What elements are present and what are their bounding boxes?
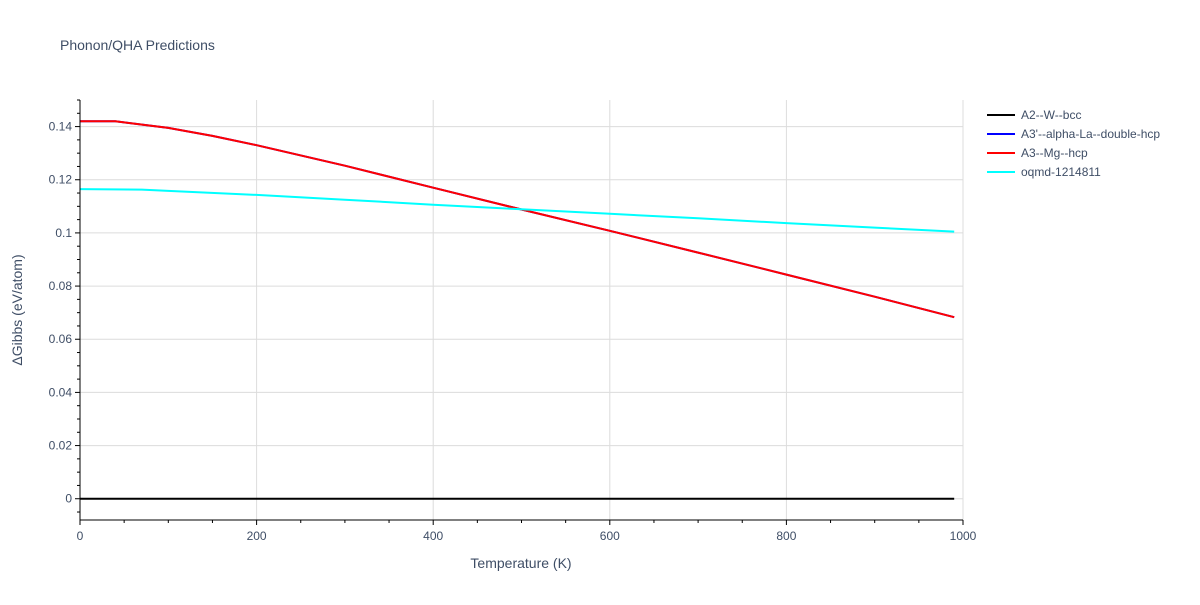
y-tick-label: 0.08 (49, 279, 73, 293)
x-tick-label: 800 (776, 529, 796, 543)
x-tick-label: 0 (77, 529, 84, 543)
y-tick-label: 0.02 (49, 439, 73, 453)
y-tick-label: 0.12 (49, 173, 73, 187)
y-tick-label: 0 (65, 492, 72, 506)
axes-layer: 0 200 400 600 800 1000 0 0.02 0.04 0.06 0.08 0.1 0.1… (49, 99, 977, 543)
legend-label: A3'--alpha-La--double-hcp (1021, 127, 1160, 141)
y-tick-label: 0.06 (49, 332, 73, 346)
y-tick-label: 0.1 (55, 226, 72, 240)
y-tick-label: 0.04 (49, 385, 73, 399)
legend-item[interactable]: oqmd-1214811 (987, 165, 1101, 179)
x-tick-label: 400 (423, 529, 443, 543)
legend-item[interactable]: A2--W--bcc (987, 108, 1081, 122)
chart-title: Phonon/QHA Predictions (60, 37, 215, 53)
legend-label: A3--Mg--hcp (1021, 146, 1088, 160)
series-line-4[interactable] (79, 188, 955, 233)
x-tick-label: 200 (247, 529, 267, 543)
series-layer (79, 120, 955, 500)
y-axis-title: ΔGibbs (eV/atom) (9, 254, 25, 365)
x-tick-label: 1000 (950, 529, 977, 543)
x-tick-label: 600 (600, 529, 620, 543)
legend[interactable]: A2--W--bcc A3'--alpha-La--double-hcp A3--M… (987, 108, 1160, 179)
legend-label: oqmd-1214811 (1021, 165, 1101, 179)
legend-label: A2--W--bcc (1021, 108, 1081, 122)
legend-item[interactable]: A3'--alpha-La--double-hcp (987, 127, 1160, 141)
series-line-3[interactable] (80, 120, 955, 319)
legend-item[interactable]: A3--Mg--hcp (987, 146, 1088, 160)
x-axis-title: Temperature (K) (470, 555, 571, 571)
y-tick-label: 0.14 (49, 120, 73, 134)
